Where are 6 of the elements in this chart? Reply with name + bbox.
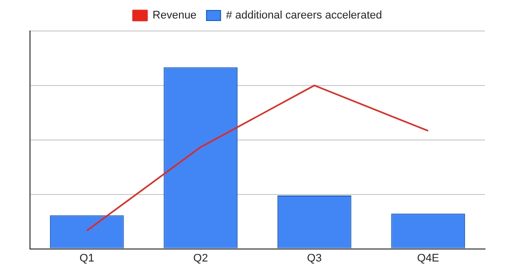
legend-label: Revenue — [152, 10, 197, 22]
x-tick-label: Q3 — [307, 252, 322, 264]
x-tick-label: Q4E — [417, 252, 440, 264]
x-tick-label: Q2 — [193, 252, 208, 264]
x-tick-label: Q1 — [80, 252, 94, 264]
legend-label: # additional careers accelerated — [226, 10, 382, 22]
